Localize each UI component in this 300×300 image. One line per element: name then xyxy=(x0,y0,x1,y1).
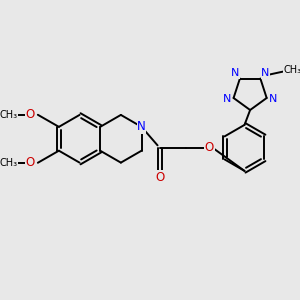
Text: O: O xyxy=(26,156,34,169)
Text: O: O xyxy=(205,141,214,154)
Text: N: N xyxy=(261,68,270,79)
Text: N: N xyxy=(231,68,239,79)
Text: O: O xyxy=(26,108,34,121)
Text: N: N xyxy=(223,94,232,104)
Text: N: N xyxy=(269,94,277,104)
Text: CH₃: CH₃ xyxy=(0,110,17,120)
Text: O: O xyxy=(155,171,164,184)
Text: CH₃: CH₃ xyxy=(0,158,17,168)
Text: CH₃: CH₃ xyxy=(283,65,300,75)
Text: N: N xyxy=(137,120,146,133)
